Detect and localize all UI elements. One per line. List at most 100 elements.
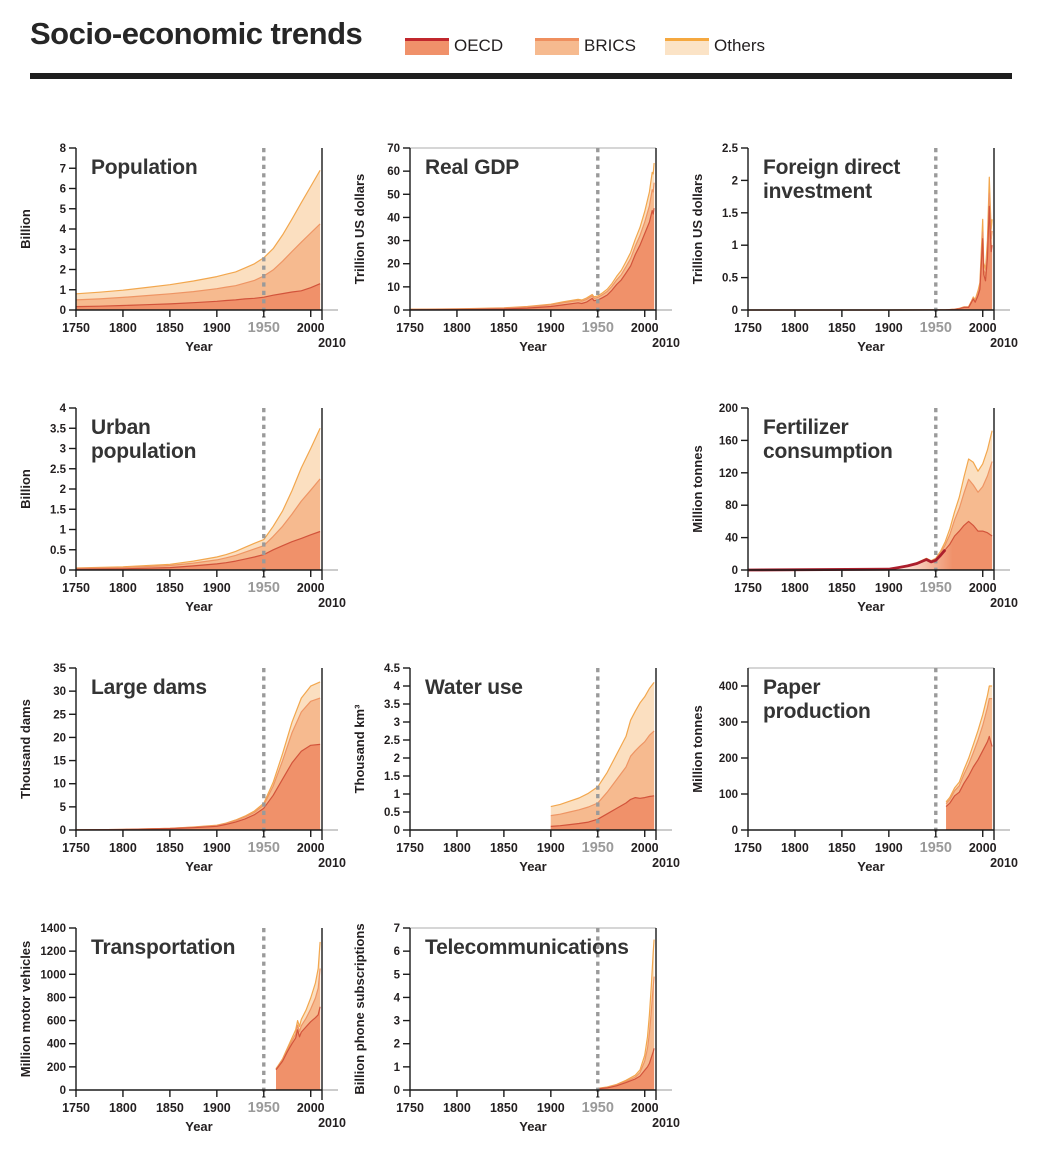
y-tick-label: 300 <box>719 717 738 729</box>
x-tick-label: 1750 <box>62 1101 90 1115</box>
x-tick-label: 2000 <box>297 321 325 335</box>
y-axis-unit-label: Thousand dams <box>18 699 33 799</box>
x-axis-2010-label: 2010 <box>652 856 680 870</box>
x-tick-label: 1850 <box>490 321 518 335</box>
y-tick-label: 35 <box>53 663 66 675</box>
y-tick-label: 0 <box>394 1085 400 1097</box>
x-axis-title: Year <box>857 859 884 874</box>
x-tick-label: 1750 <box>734 321 762 335</box>
panel-title: Large dams <box>91 676 207 699</box>
x-tick-label: 1800 <box>781 321 809 335</box>
y-tick-label: 4 <box>394 992 401 1004</box>
y-tick-label: 2 <box>394 1039 400 1051</box>
x-tick-label-1950: 1950 <box>582 840 614 856</box>
edge-oecd <box>748 205 993 311</box>
y-tick-label: 160 <box>719 435 738 447</box>
x-axis-2010-label: 2010 <box>318 336 346 350</box>
x-tick-label: 1900 <box>203 841 231 855</box>
x-tick-label: 1850 <box>828 841 856 855</box>
y-tick-label: 6 <box>394 946 400 958</box>
x-tick-label: 2000 <box>969 841 997 855</box>
y-axis-unit-label: Billion <box>18 209 33 249</box>
y-tick-label: 3.5 <box>384 699 401 711</box>
panel-title: production <box>763 700 871 723</box>
edge-oecd <box>75 743 321 831</box>
edge-oecd <box>409 208 655 311</box>
panel-urban-population: 0 0.5 1 1.5 2 2.5 3 3.5 4 1750 1800 1850 1900 1950 200… <box>12 388 366 633</box>
area-oecd <box>597 1048 655 1090</box>
y-tick-label: 40 <box>725 533 738 545</box>
y-tick-label: 120 <box>719 468 738 480</box>
y-tick-label: 3 <box>394 717 400 729</box>
y-tick-label: 0 <box>394 825 400 837</box>
y-tick-label: 1 <box>394 789 401 801</box>
y-tick-label: 0 <box>60 1085 66 1097</box>
x-tick-label-1950: 1950 <box>248 580 280 596</box>
x-tick-label: 1900 <box>875 321 903 335</box>
panel-paper-production: 0 100 200 300 400 1750 1800 1850 1900 1950 2000 201… <box>684 648 1038 893</box>
x-tick-label: 1800 <box>109 321 137 335</box>
y-tick-label: 0.5 <box>722 273 739 285</box>
y-tick-label: 30 <box>387 236 400 248</box>
y-tick-label: 200 <box>719 403 738 415</box>
y-tick-label: 2 <box>60 265 66 277</box>
y-tick-label: 20 <box>387 259 400 271</box>
panel-transportation: 0 200 400 600 800 1000 1200 1400 1750 1800 1850 190… <box>12 908 366 1153</box>
x-axis-2010-label: 2010 <box>652 1116 680 1130</box>
panel-svg-water-use: 0 0.5 1 1.5 2 2.5 3 3.5 4 4.5 1750 1800 1850 1900 1950… <box>352 663 680 874</box>
y-tick-label: 1 <box>60 525 67 537</box>
y-tick-label: 200 <box>47 1062 66 1074</box>
chart-grid: 0 1 2 3 4 5 6 7 8 1750 1800 1850 1900 1950 2000 2010 Yea… <box>0 80 1038 1164</box>
accent-oecd-historic-line <box>747 548 947 572</box>
area-oecd <box>76 283 321 310</box>
y-axis-unit-label: Trillion US dollars <box>690 174 705 285</box>
x-tick-label: 1800 <box>443 1101 471 1115</box>
x-axis-2010-label: 2010 <box>318 1116 346 1130</box>
panel-svg-foreign-direct-investment: 0 0.5 1 1.5 2 2.5 1750 1800 1850 1900 1950 20002010… <box>690 143 1018 354</box>
area-oecd <box>410 208 655 310</box>
legend-swatch-others <box>665 37 709 55</box>
x-tick-label: 1750 <box>62 581 90 595</box>
panel-svg-urban-population: 0 0.5 1 1.5 2 2.5 3 3.5 4 1750 1800 1850 1900 1950 200… <box>18 403 346 614</box>
y-axis-unit-label: Thousand km³ <box>352 704 367 794</box>
x-axis-2010-label: 2010 <box>318 596 346 610</box>
x-axis-title: Year <box>857 599 884 614</box>
y-tick-label: 1 <box>394 1062 401 1074</box>
panel-title: Transportation <box>91 936 235 959</box>
y-tick-label: 1 <box>732 240 739 252</box>
y-tick-label: 7 <box>60 163 66 175</box>
edge-oecd <box>275 1006 321 1071</box>
area-oecd <box>946 736 993 830</box>
panel-svg-paper-production: 0 100 200 300 400 1750 1800 1850 1900 1950 2000201… <box>690 667 1018 874</box>
x-axis-title: Year <box>519 859 546 874</box>
y-tick-label: 3 <box>60 244 66 256</box>
y-tick-label: 0.5 <box>50 545 67 557</box>
y-tick-label: 0 <box>60 565 66 577</box>
y-axis-unit-label: Million motor vehicles <box>18 941 33 1078</box>
edge-brics <box>945 698 993 805</box>
x-tick-label: 1900 <box>203 1101 231 1115</box>
x-tick-label: 2000 <box>631 1101 659 1115</box>
x-tick-label: 2000 <box>969 581 997 595</box>
y-axis-unit-label: Million tonnes <box>690 445 705 532</box>
y-tick-label: 7 <box>394 923 400 935</box>
edge-brics <box>748 192 993 311</box>
edge-brics <box>75 478 321 569</box>
x-axis-title: Year <box>185 339 212 354</box>
y-tick-label: 1.5 <box>384 771 401 783</box>
x-axis-2010-label: 2010 <box>652 336 680 350</box>
x-tick-label: 1800 <box>443 841 471 855</box>
y-tick-label: 0 <box>60 305 66 317</box>
legend-label: OECD <box>454 36 504 55</box>
x-tick-label: 1750 <box>62 321 90 335</box>
edge-others <box>75 169 321 295</box>
x-tick-label: 1900 <box>537 1101 565 1115</box>
x-tick-label: 1850 <box>156 841 184 855</box>
edge-brics <box>597 976 655 1090</box>
x-tick-label: 1850 <box>156 321 184 335</box>
x-tick-label: 1800 <box>109 1101 137 1115</box>
panel-foreign-direct-investment: 0 0.5 1 1.5 2 2.5 1750 1800 1850 1900 1950 2000 2010… <box>684 128 1038 373</box>
y-tick-label: 5 <box>394 969 401 981</box>
